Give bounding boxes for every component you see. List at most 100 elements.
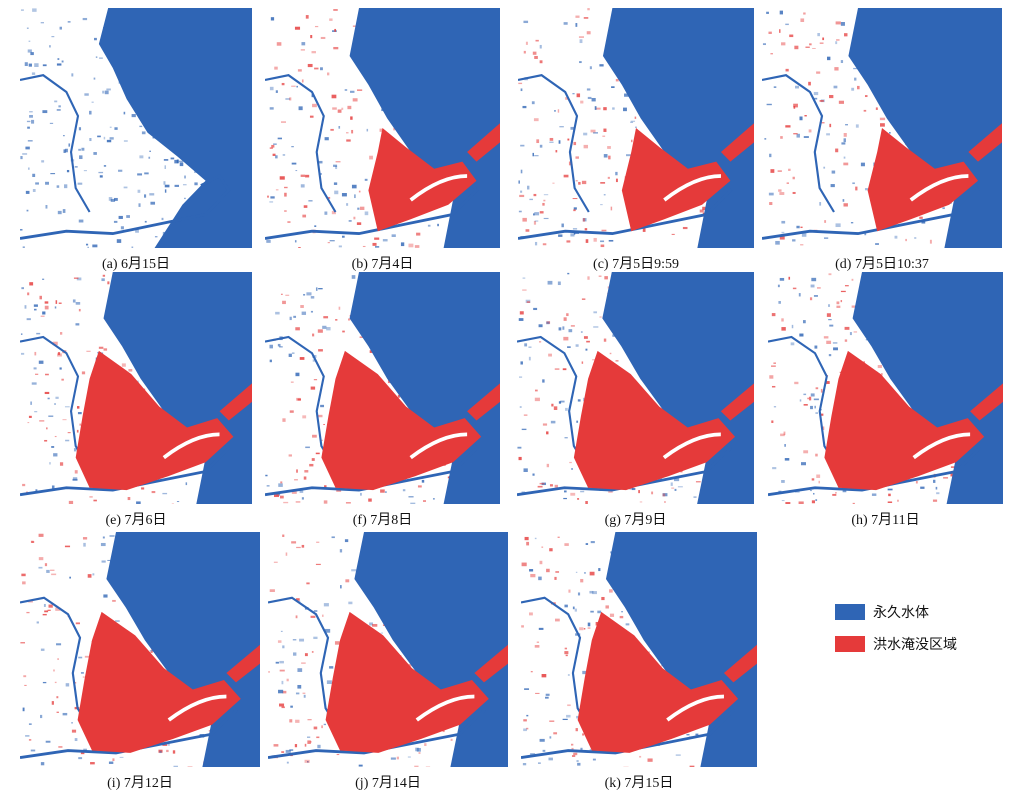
- speckle: [289, 97, 292, 101]
- flooded-area: [75, 350, 234, 491]
- speckle: [313, 378, 318, 381]
- speckle: [321, 614, 324, 617]
- speckle: [51, 701, 54, 705]
- speckle: [791, 324, 794, 329]
- speckle: [273, 143, 277, 145]
- speckle: [194, 182, 198, 186]
- speckle: [20, 156, 23, 160]
- speckle: [781, 42, 786, 46]
- speckle: [45, 181, 49, 185]
- speckle: [561, 223, 564, 228]
- speckle: [297, 398, 301, 401]
- river: [20, 174, 231, 240]
- channel: [268, 596, 341, 733]
- speckle: [547, 280, 553, 285]
- speckle: [26, 318, 31, 321]
- speckle: [673, 477, 680, 482]
- speckle: [811, 478, 815, 481]
- speckle: [280, 630, 283, 632]
- speckle: [187, 766, 193, 767]
- speckle: [292, 639, 297, 641]
- speckle: [864, 188, 868, 191]
- speckle: [82, 676, 85, 678]
- speckle: [525, 299, 531, 303]
- speckle: [799, 333, 804, 337]
- river-bend: [666, 694, 725, 722]
- speckle: [359, 336, 365, 338]
- speckle: [788, 168, 791, 171]
- speckle: [326, 680, 332, 684]
- speckle: [303, 694, 306, 698]
- speckle: [78, 308, 81, 312]
- speckle: [304, 470, 309, 473]
- speckle: [919, 216, 923, 219]
- speckle: [341, 107, 344, 110]
- speckle: [54, 100, 58, 103]
- speckle: [565, 97, 569, 100]
- speckle: [25, 146, 30, 150]
- panel-caption: (d) 7月5日10:37: [835, 257, 929, 272]
- speckle: [814, 345, 818, 349]
- speckle: [22, 581, 26, 585]
- speckle: [53, 669, 55, 672]
- speckle: [178, 160, 184, 163]
- speckle: [831, 170, 836, 174]
- speckle: [427, 224, 431, 227]
- speckle: [149, 650, 155, 652]
- speckle: [44, 563, 48, 567]
- speckle: [541, 674, 547, 678]
- speckle: [539, 60, 543, 64]
- speckle: [605, 605, 609, 609]
- speckle: [597, 610, 602, 614]
- flooded-area: [219, 383, 252, 421]
- speckle: [823, 166, 826, 169]
- speckle: [25, 735, 30, 737]
- speckle: [364, 211, 369, 216]
- river-bend: [415, 694, 475, 722]
- speckle: [42, 681, 47, 684]
- speckle: [584, 228, 588, 231]
- speckle: [836, 301, 840, 305]
- speckle: [49, 45, 51, 48]
- speckle: [864, 233, 867, 236]
- speckle: [62, 209, 66, 213]
- speckle: [573, 209, 576, 212]
- speckle: [577, 762, 581, 766]
- speckle: [312, 359, 316, 362]
- speckle: [414, 245, 420, 248]
- speckle: [40, 762, 45, 766]
- speckle: [881, 373, 883, 376]
- speckle: [803, 404, 808, 406]
- speckle: [615, 178, 618, 183]
- speckle: [295, 719, 300, 723]
- speckle: [539, 482, 545, 485]
- speckle: [68, 500, 74, 504]
- speckle: [567, 272, 570, 275]
- speckle: [826, 313, 831, 317]
- speckle: [608, 239, 614, 242]
- speckle: [301, 79, 304, 83]
- speckle: [442, 729, 445, 733]
- speckle: [520, 88, 523, 92]
- speckle: [813, 398, 819, 401]
- speckle: [408, 663, 412, 667]
- speckle: [592, 591, 597, 595]
- speckle: [285, 294, 290, 296]
- speckle: [291, 146, 294, 148]
- speckle: [42, 110, 48, 114]
- speckle: [149, 193, 155, 196]
- speckle: [833, 347, 838, 351]
- speckle: [61, 378, 64, 381]
- speckle: [563, 497, 567, 500]
- speckle: [114, 197, 118, 201]
- speckle: [531, 101, 535, 105]
- flood-map: [268, 532, 508, 767]
- speckle: [47, 397, 50, 400]
- speckle: [567, 346, 571, 348]
- speckle: [579, 39, 583, 44]
- speckle: [31, 541, 35, 543]
- speckle: [580, 578, 584, 583]
- speckle: [348, 220, 352, 222]
- speckle: [810, 405, 813, 410]
- speckle: [807, 397, 810, 400]
